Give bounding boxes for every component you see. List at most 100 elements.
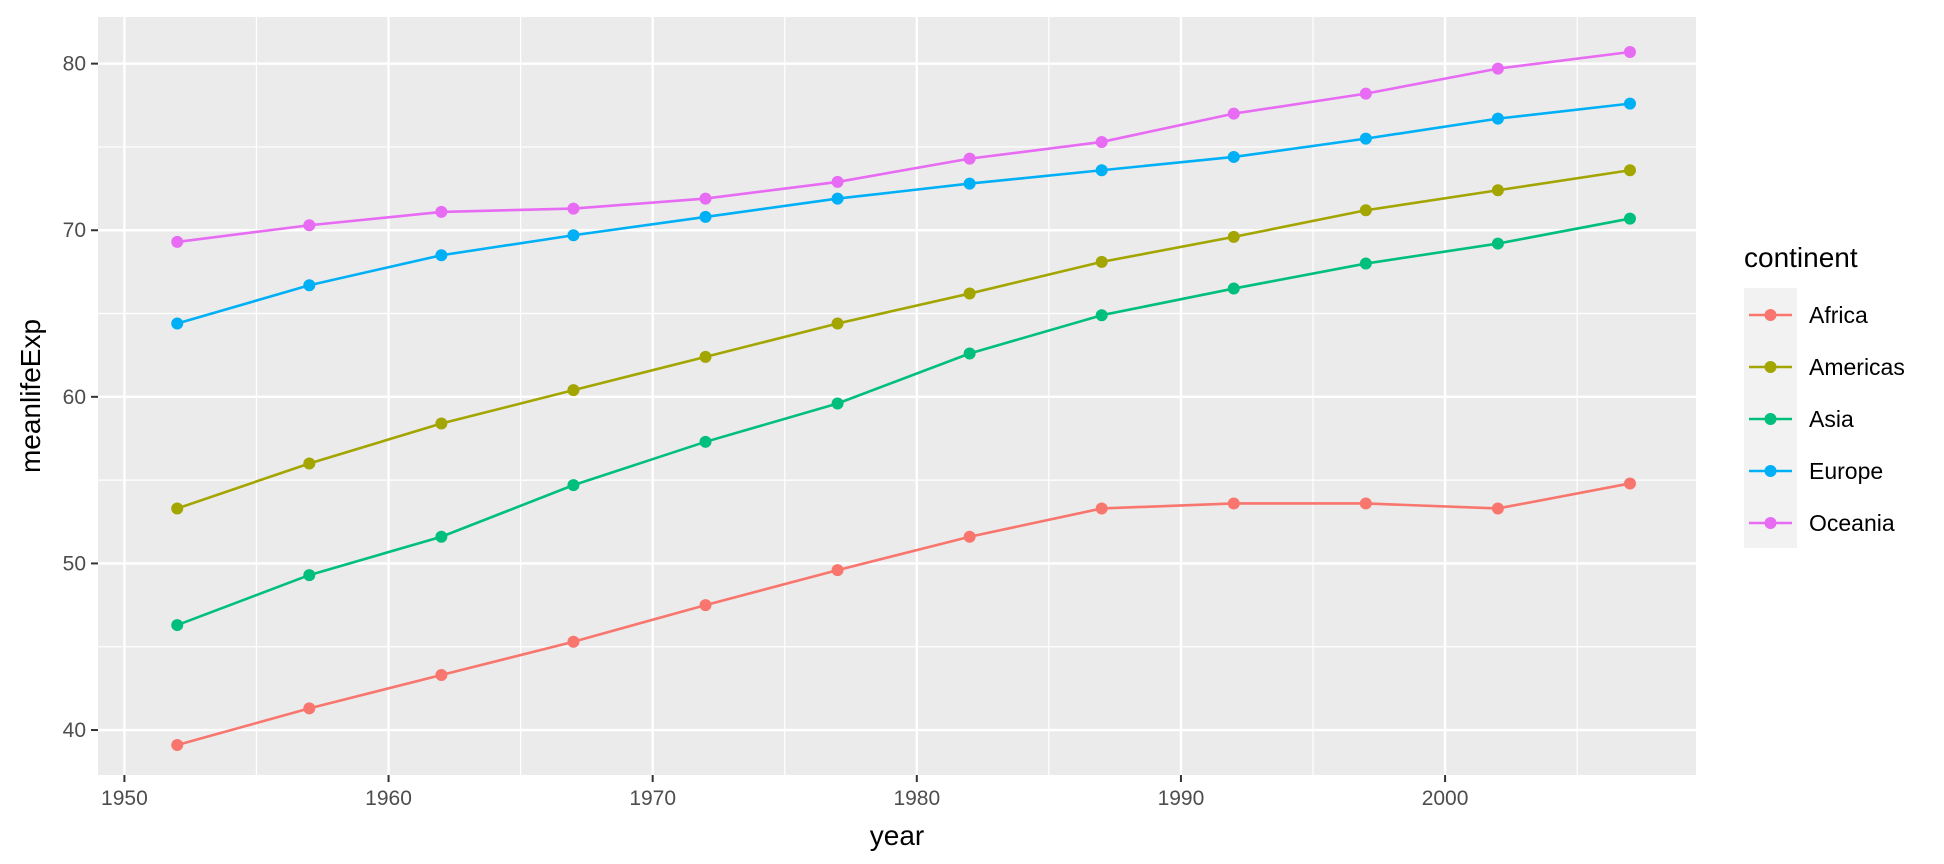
data-point-asia [171, 619, 184, 632]
series-line-europe [176, 102, 1631, 325]
data-point-africa [1359, 497, 1372, 510]
data-point-europe [1623, 97, 1636, 110]
data-point-americas [303, 457, 316, 470]
data-point-europe [963, 177, 976, 190]
data-point-europe [1095, 164, 1108, 177]
legend-key-point-europe [1764, 465, 1777, 477]
data-point-africa [1623, 477, 1636, 490]
data-point-africa [1491, 502, 1504, 515]
data-point-africa [831, 564, 844, 577]
legend-label-asia: Asia [1809, 406, 1854, 432]
data-point-oceania [963, 152, 976, 165]
legend-title: continent [1744, 242, 1858, 273]
data-point-asia [699, 435, 712, 448]
data-point-asia [831, 397, 844, 410]
legend-key-point-oceania [1764, 517, 1777, 529]
legend-label-africa: Africa [1809, 302, 1868, 328]
y-tick-label: 70 [63, 219, 86, 242]
y-tick-label: 80 [63, 53, 86, 76]
data-point-americas [435, 417, 448, 430]
x-tick-label: 1950 [101, 787, 148, 810]
series-line-asia [176, 217, 1631, 627]
data-point-americas [1095, 255, 1108, 268]
legend-item-europe: Europe [1749, 458, 1883, 484]
data-point-europe [567, 229, 580, 242]
legend-key-point-africa [1764, 309, 1777, 321]
data-point-americas [1491, 184, 1504, 197]
legend-label-oceania: Oceania [1809, 510, 1895, 536]
series-line-americas [176, 168, 1631, 510]
data-point-europe [435, 249, 448, 262]
data-point-asia [963, 347, 976, 360]
data-point-oceania [171, 235, 184, 248]
legend-key-point-asia [1764, 413, 1777, 425]
data-point-asia [1095, 309, 1108, 322]
major-gridlines [98, 17, 1696, 775]
x-tick-label: 1960 [365, 787, 412, 810]
data-point-oceania [831, 175, 844, 188]
data-point-asia [1227, 282, 1240, 295]
series-layer [171, 45, 1636, 752]
data-point-asia [435, 530, 448, 543]
legend-label-americas: Americas [1809, 354, 1905, 380]
data-point-oceania [699, 192, 712, 205]
data-point-europe [1491, 112, 1504, 125]
legend-item-africa: Africa [1749, 302, 1868, 328]
data-point-americas [963, 287, 976, 300]
data-point-americas [171, 502, 184, 515]
data-point-africa [963, 530, 976, 543]
y-tick-label: 60 [63, 386, 86, 409]
series-line-africa [176, 482, 1631, 747]
y-tick-label: 50 [63, 552, 86, 575]
data-point-europe [1227, 150, 1240, 163]
data-point-americas [831, 317, 844, 330]
y-axis: 40 50 60 70 80 [63, 53, 98, 742]
data-point-americas [1623, 164, 1636, 177]
legend-items: Africa Americas Asia Europe Oceania [1749, 302, 1905, 536]
data-point-europe [699, 210, 712, 223]
data-point-oceania [435, 205, 448, 218]
data-point-africa [1095, 502, 1108, 515]
data-point-asia [567, 479, 580, 492]
data-point-europe [831, 192, 844, 205]
y-axis-title: meanlifeExp [15, 319, 46, 473]
data-point-americas [1359, 204, 1372, 217]
data-point-americas [567, 384, 580, 397]
data-point-oceania [1227, 107, 1240, 120]
y-tick-label: 40 [63, 719, 86, 742]
data-point-africa [1227, 497, 1240, 510]
data-point-oceania [1623, 45, 1636, 58]
data-point-africa [567, 635, 580, 648]
data-point-oceania [1095, 135, 1108, 148]
legend-item-americas: Americas [1749, 354, 1905, 380]
data-point-oceania [1359, 87, 1372, 100]
x-tick-label: 2000 [1422, 787, 1469, 810]
data-point-americas [1227, 230, 1240, 243]
data-point-americas [699, 350, 712, 363]
legend-item-oceania: Oceania [1749, 510, 1895, 536]
x-tick-label: 1990 [1158, 787, 1205, 810]
legend-key-point-americas [1764, 361, 1777, 373]
series-line-oceania [177, 50, 1631, 244]
data-point-oceania [303, 219, 316, 232]
data-point-europe [1359, 132, 1372, 145]
data-point-oceania [567, 202, 580, 215]
x-axis: 1950 1960 1970 1980 1990 2000 [101, 775, 1468, 810]
data-point-asia [1359, 257, 1372, 270]
data-point-africa [171, 739, 184, 752]
data-point-oceania [1491, 62, 1504, 75]
legend-label-europe: Europe [1809, 458, 1883, 484]
data-point-africa [435, 669, 448, 682]
legend: continent Africa Americas Asia Europe Oceani… [1744, 242, 1905, 548]
data-point-asia [1623, 212, 1636, 225]
data-point-asia [1491, 237, 1504, 250]
legend-item-asia: Asia [1749, 406, 1854, 432]
data-point-europe [171, 317, 184, 330]
data-point-asia [303, 569, 316, 582]
data-point-africa [699, 599, 712, 612]
x-tick-label: 1980 [893, 787, 940, 810]
x-tick-label: 1970 [629, 787, 676, 810]
data-point-europe [303, 279, 316, 292]
x-axis-title: year [870, 820, 924, 851]
